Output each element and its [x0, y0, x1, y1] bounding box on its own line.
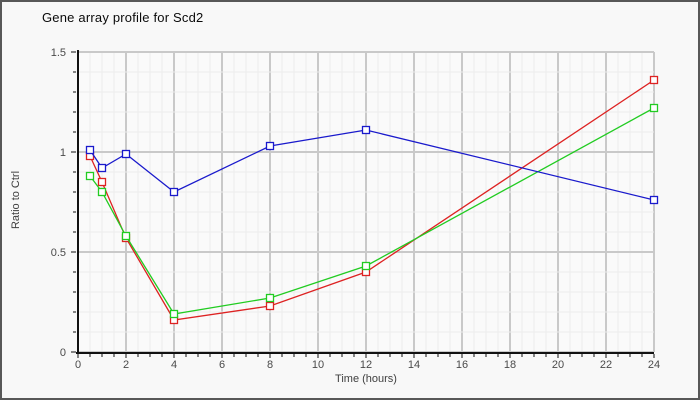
x-tick-label: 24 — [648, 359, 660, 371]
x-tick-label: 12 — [360, 359, 372, 371]
x-tick-label: 18 — [504, 359, 516, 371]
x-tick-label: 10 — [312, 359, 324, 371]
data-point-marker-blue-series — [649, 195, 659, 205]
x-tick-label: 4 — [171, 359, 177, 371]
data-point-marker-green-series — [169, 309, 179, 319]
y-tick-label: 1.5 — [51, 47, 66, 59]
data-point-marker-green-series — [649, 103, 659, 113]
x-tick-label: 16 — [456, 359, 468, 371]
data-point-marker-green-series — [361, 261, 371, 271]
x-tick-label: 20 — [552, 359, 564, 371]
data-point-marker-green-series — [85, 171, 95, 181]
data-point-marker-red-series — [97, 177, 107, 187]
data-point-marker-red-series — [265, 301, 275, 311]
data-point-marker-red-series — [649, 75, 659, 85]
chart-title: Gene array profile for Scd2 — [42, 10, 204, 25]
data-point-marker-blue-series — [169, 187, 179, 197]
x-axis-title: Time (hours) — [335, 373, 397, 385]
x-tick-label: 2 — [123, 359, 129, 371]
x-tick-label: 8 — [267, 359, 273, 371]
data-point-marker-blue-series — [361, 125, 371, 135]
data-point-marker-green-series — [265, 293, 275, 303]
x-tick-label: 22 — [600, 359, 612, 371]
x-tick-label: 6 — [219, 359, 225, 371]
data-point-marker-blue-series — [121, 149, 131, 159]
y-tick-label: 0 — [60, 347, 66, 359]
data-point-marker-blue-series — [85, 145, 95, 155]
data-point-marker-blue-series — [97, 163, 107, 173]
data-point-marker-green-series — [121, 231, 131, 241]
x-tick-label: 0 — [75, 359, 81, 371]
data-point-marker-green-series — [97, 187, 107, 197]
y-tick-label: 0.5 — [51, 247, 66, 259]
data-point-marker-blue-series — [265, 141, 275, 151]
x-tick-label: 14 — [408, 359, 420, 371]
y-tick-label: 1 — [60, 147, 66, 159]
